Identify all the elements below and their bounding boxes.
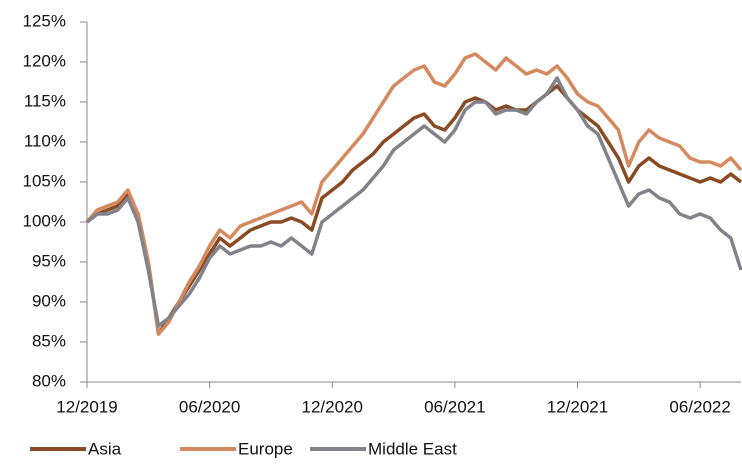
x-tick-label: 12/2019 xyxy=(56,397,117,416)
series-line xyxy=(85,76,742,328)
x-tick-label: 12/2021 xyxy=(547,397,608,416)
x-tick-label: 12/2020 xyxy=(302,397,363,416)
y-tick-label: 120% xyxy=(23,51,66,70)
y-tick-label: 85% xyxy=(32,331,66,350)
y-tick-label: 110% xyxy=(24,131,66,150)
legend-label: Europe xyxy=(238,439,293,458)
legend-label: Middle East xyxy=(368,439,457,458)
y-tick-label: 115% xyxy=(24,91,66,110)
y-tick-label: 100% xyxy=(23,211,66,230)
y-tick-label: 105% xyxy=(23,171,66,190)
x-tick-label: 06/2021 xyxy=(424,397,485,416)
series-line xyxy=(85,52,742,336)
legend-label: Asia xyxy=(88,439,122,458)
series-line xyxy=(85,84,742,336)
y-tick-label: 80% xyxy=(32,371,66,390)
y-tick-label: 125% xyxy=(23,11,66,30)
x-tick-label: 06/2020 xyxy=(179,397,240,416)
y-tick-label: 95% xyxy=(32,251,66,270)
x-tick-label: 06/2022 xyxy=(669,397,730,416)
y-tick-label: 90% xyxy=(32,291,66,310)
